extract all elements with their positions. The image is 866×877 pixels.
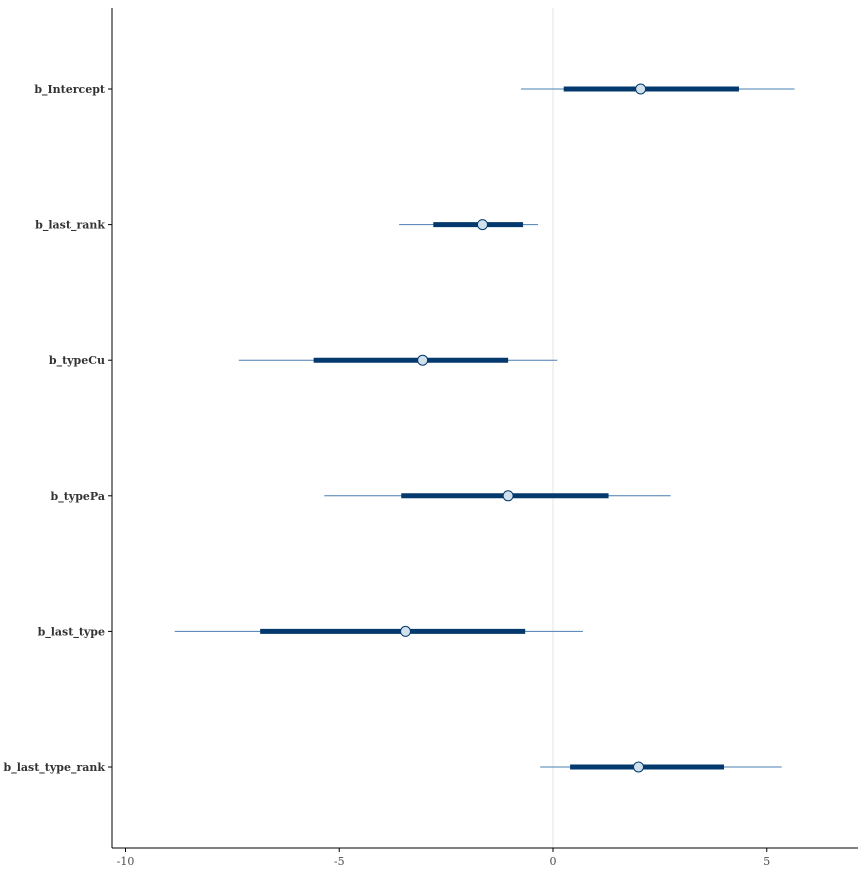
axis-layer: [108, 8, 858, 849]
median-point-layer: [400, 83, 647, 773]
median-point-b-last-rank: [476, 219, 488, 231]
y-axis-labels: b_Intercept b_last_rank b_typeCu b_typePa b_…: [4, 83, 106, 775]
x-tick-label: -5: [334, 855, 345, 868]
median-point-b-last-type-rank: [633, 761, 644, 773]
median-point-b-intercept: [635, 83, 647, 95]
outer-interval-layer: [174, 88, 795, 768]
x-tick-label: 5: [763, 855, 770, 868]
x-axis-ticks: -10 -5 0 5: [117, 848, 770, 868]
y-label-b-last-rank: b_last_rank: [35, 219, 105, 233]
y-label-b-typepa: b_typePa: [51, 490, 105, 504]
y-label-b-last-type-rank: b_last_type_rank: [4, 761, 106, 775]
median-point-b-typepa: [502, 490, 514, 502]
inner-interval-layer: [260, 86, 739, 770]
y-label-b-intercept: b_Intercept: [34, 83, 106, 97]
y-label-b-last-type: b_last_type: [38, 625, 105, 639]
median-point-b-typecu: [417, 354, 429, 366]
x-tick-label: -10: [117, 855, 135, 868]
x-tick-label: 0: [550, 855, 557, 868]
median-point-b-last-type: [400, 625, 412, 637]
y-label-b-typecu: b_typeCu: [49, 354, 105, 368]
